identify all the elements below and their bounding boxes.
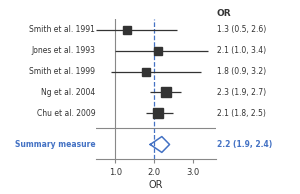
Text: 2.1 (1.0, 3.4): 2.1 (1.0, 3.4): [217, 46, 266, 55]
Text: 1.3 (0.5, 2.6): 1.3 (0.5, 2.6): [217, 25, 266, 34]
Text: 1.8 (0.9, 3.2): 1.8 (0.9, 3.2): [217, 67, 266, 76]
Text: Jones et al. 1993: Jones et al. 1993: [31, 46, 95, 55]
Text: Smith et al. 1991: Smith et al. 1991: [29, 25, 95, 34]
Text: OR: OR: [217, 9, 231, 18]
Text: 2.2 (1.9, 2.4): 2.2 (1.9, 2.4): [217, 140, 272, 149]
Text: Summary measure: Summary measure: [15, 140, 95, 149]
X-axis label: OR: OR: [149, 180, 163, 190]
Text: Chu et al. 2009: Chu et al. 2009: [37, 109, 95, 118]
Text: Ng et al. 2004: Ng et al. 2004: [41, 88, 95, 97]
Text: 2.1 (1.8, 2.5): 2.1 (1.8, 2.5): [217, 109, 266, 118]
Text: 2.3 (1.9, 2.7): 2.3 (1.9, 2.7): [217, 88, 266, 97]
Text: Smith et al. 1999: Smith et al. 1999: [29, 67, 95, 76]
